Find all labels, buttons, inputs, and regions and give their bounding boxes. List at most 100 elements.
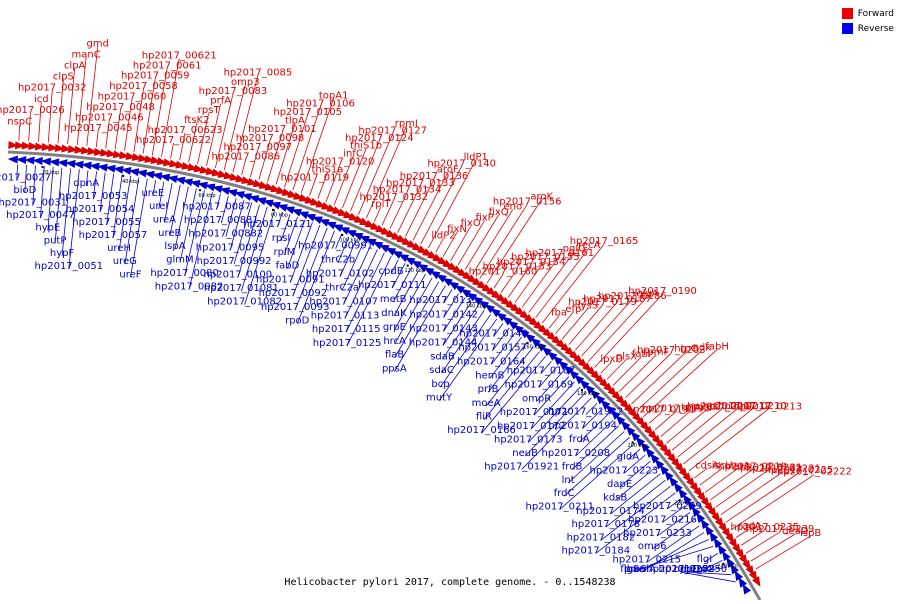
reverse-gene-leader <box>489 336 522 379</box>
reverse-feature <box>40 157 52 166</box>
reverse-feature <box>738 577 748 588</box>
reverse-gene-label: thrC2a <box>325 282 359 293</box>
reverse-feature <box>65 159 76 168</box>
forward-gene-leader <box>223 84 246 171</box>
forward-gene-label: plsX <box>616 351 637 362</box>
reverse-gene-leader <box>339 239 357 277</box>
forward-gene-label: infC <box>343 148 363 159</box>
reverse-feature <box>189 180 201 188</box>
reverse-gene-leader <box>394 277 433 345</box>
forward-swatch <box>841 8 853 19</box>
scale-tick-label: 180 kbp <box>577 391 597 397</box>
reverse-gene-label: hp2017_0209 <box>633 501 702 512</box>
forward-gene-leader <box>699 468 723 486</box>
forward-gene-label: hp2017_02222 <box>777 467 852 478</box>
forward-gene-leader <box>671 409 722 451</box>
forward-gene-label: hp2017_0048 <box>86 102 155 113</box>
reverse-gene-leader <box>216 193 221 210</box>
forward-gene-label: hp2017_00622 <box>136 135 211 146</box>
scale-tick <box>526 342 529 345</box>
forward-gene-leader <box>514 259 546 303</box>
forward-gene-leader <box>720 471 784 515</box>
reverse-feature <box>717 544 727 555</box>
forward-gene-label: ndk <box>693 342 712 353</box>
forward-gene-leader <box>214 94 234 169</box>
reverse-gene-label: hp2017_0144 <box>409 337 478 348</box>
reverse-feature <box>73 160 84 169</box>
forward-gene-label: clpS <box>53 71 74 82</box>
reverse-gene-leader <box>158 181 165 210</box>
reverse-gene-leader <box>605 479 666 528</box>
forward-gene-label: hp2017_0239 <box>746 524 815 535</box>
reverse-gene-label: hp2017_0055 <box>72 217 141 228</box>
reverse-gene-label: hypE <box>35 223 60 234</box>
forward-gene-leader <box>76 57 87 146</box>
forward-gene-leader <box>600 361 613 374</box>
reverse-gene-leader <box>184 190 205 276</box>
forward-gene-leader <box>521 255 561 308</box>
reverse-gene-leader <box>392 266 413 303</box>
reverse-feature <box>625 425 636 436</box>
reverse-gene-label: hp2017_01921 <box>484 461 559 472</box>
forward-gene-label: ftsK2 <box>184 115 209 126</box>
reverse-gene-leader <box>335 233 343 249</box>
reverse-gene-label: rpoD <box>285 316 310 327</box>
forward-gene-leader <box>241 159 247 175</box>
reverse-gene-label: putP <box>44 235 67 246</box>
scale-tick <box>271 208 274 211</box>
reverse-feature <box>563 365 574 375</box>
reverse-gene-leader <box>292 224 321 297</box>
forward-gene-label: hp2017_0098 <box>236 133 305 144</box>
reverse-gene-label: rpsI <box>272 233 291 244</box>
forward-gene-leader <box>28 113 31 142</box>
forward-gene-leader <box>612 356 642 386</box>
forward-gene-leader <box>666 409 707 444</box>
forward-gene-label: hp2017_0124 <box>345 133 414 144</box>
reverse-feature <box>16 155 27 164</box>
forward-gene-leader <box>18 124 21 141</box>
legend: Forward Reverse <box>841 8 894 38</box>
reverse-gene-label: ureF <box>119 269 141 280</box>
forward-gene-leader <box>694 468 708 479</box>
forward-gene-leader <box>232 75 259 173</box>
forward-gene-leader <box>67 68 76 145</box>
forward-gene-leader <box>574 301 618 351</box>
reverse-gene-leader <box>337 236 350 263</box>
forward-gene-leader <box>683 408 753 465</box>
forward-gene-leader <box>267 132 283 183</box>
reverse-gene-label: hp2017_0113 <box>311 310 380 321</box>
reverse-feature <box>234 191 245 199</box>
reverse-feature <box>219 187 231 195</box>
reverse-gene-label: hemC <box>684 564 713 575</box>
reverse-gene-label: hp2017_0211 <box>526 501 595 512</box>
reverse-gene-label: bcp <box>431 379 449 390</box>
reverse-gene-label: hp2017_00881 <box>184 215 259 226</box>
reverse-gene-leader <box>442 301 472 346</box>
reverse-feature <box>325 221 337 230</box>
reverse-gene-leader <box>130 178 148 278</box>
forward-gene-label: lldP1 <box>464 152 488 163</box>
forward-gene-leader <box>105 120 110 149</box>
reverse-gene-leader <box>346 256 392 347</box>
forward-gene-leader <box>619 354 657 392</box>
reverse-gene-leader <box>390 259 399 275</box>
forward-gene-label: gmd <box>86 39 108 50</box>
reverse-gene-label: hp2017_01081 <box>204 283 279 294</box>
forward-gene-leader <box>688 409 769 472</box>
reverse-gene-leader <box>296 230 335 324</box>
reverse-gene-leader <box>651 518 695 550</box>
reverse-feature <box>277 204 288 212</box>
reverse-gene-label: ureG <box>113 256 137 267</box>
reverse-feature <box>722 550 731 562</box>
reverse-feature <box>519 329 530 339</box>
reverse-gene-leader <box>393 285 446 372</box>
forward-gene-leader <box>535 247 590 318</box>
forward-gene-label: efp <box>565 304 581 315</box>
forward-gene-leader <box>179 132 186 161</box>
forward-feature <box>21 141 32 150</box>
reverse-feature <box>332 224 344 233</box>
reverse-gene-label: ompR <box>522 393 551 404</box>
reverse-gene-label: hp2017_0027 <box>0 172 51 183</box>
reverse-gene-label: ureE <box>141 188 164 199</box>
